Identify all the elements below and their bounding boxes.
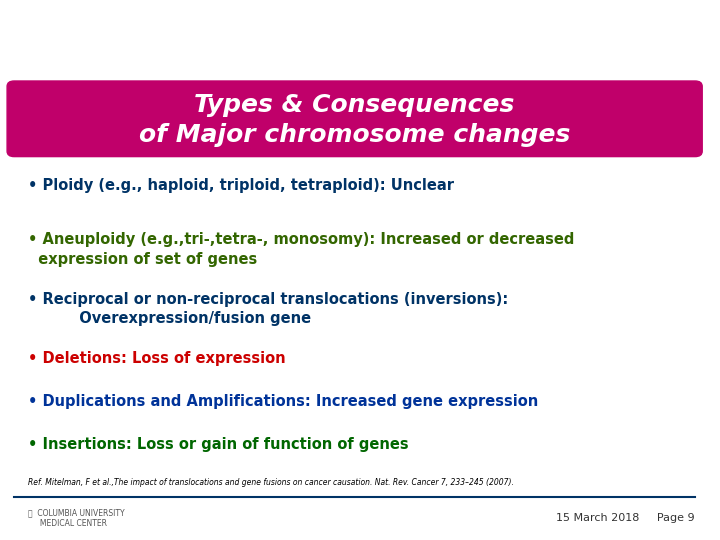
Text: • Deletions: Loss of expression: • Deletions: Loss of expression — [28, 351, 286, 366]
Text: • Reciprocal or non-reciprocal translocations (inversions):
          Overexpres: • Reciprocal or non-reciprocal transloca… — [28, 292, 508, 326]
Text: • Duplications and Amplifications: Increased gene expression: • Duplications and Amplifications: Incre… — [28, 394, 539, 409]
Text: • Insertions: Loss or gain of function of genes: • Insertions: Loss or gain of function o… — [28, 437, 409, 453]
Text: Types & Consequences: Types & Consequences — [194, 93, 515, 117]
Text: Ref. Mitelman, F et al.,The impact of translocations and gene fusions on cancer : Ref. Mitelman, F et al.,The impact of tr… — [28, 478, 514, 487]
Text: • Ploidy (e.g., haploid, triploid, tetraploid): Unclear: • Ploidy (e.g., haploid, triploid, tetra… — [28, 178, 454, 193]
Text: 👑  COLUMBIA UNIVERSITY
     MEDICAL CENTER: 👑 COLUMBIA UNIVERSITY MEDICAL CENTER — [28, 509, 125, 528]
FancyBboxPatch shape — [7, 81, 702, 157]
Text: of Major chromosome changes: of Major chromosome changes — [139, 123, 570, 147]
Text: • Aneuploidy (e.g.,tri-,tetra-, monosomy): Increased or decreased
  expression o: • Aneuploidy (e.g.,tri-,tetra-, monosomy… — [28, 232, 575, 267]
Text: 15 March 2018     Page 9: 15 March 2018 Page 9 — [557, 514, 695, 523]
